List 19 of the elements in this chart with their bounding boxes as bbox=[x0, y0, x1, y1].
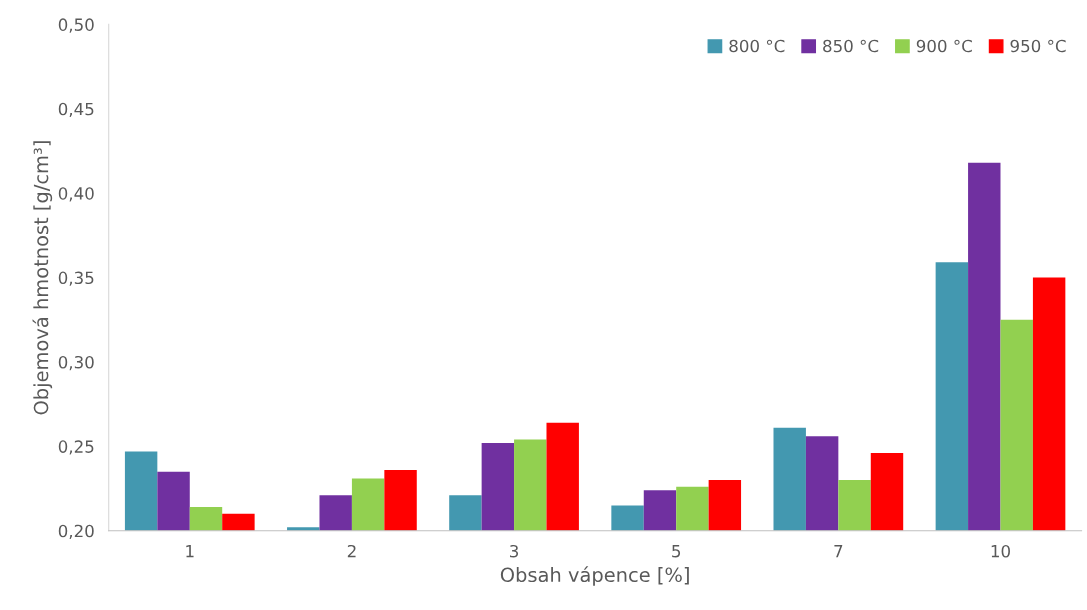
x-tick-label: 7 bbox=[834, 545, 843, 558]
x-axis-title: Obsah vápence [%] bbox=[500, 566, 689, 586]
legend-label: 950 °C bbox=[1010, 39, 1066, 53]
legend-label: 900 °C bbox=[916, 39, 972, 53]
y-axis-title: Objemová hmotnost [g/cm³] bbox=[32, 141, 53, 415]
legend-label: 850 °C bbox=[823, 39, 879, 53]
y-tick-label: 0,35 bbox=[58, 271, 94, 286]
x-tick-label: 5 bbox=[672, 545, 681, 558]
y-tick-label: 0,50 bbox=[58, 18, 94, 33]
y-tick-label: 0,20 bbox=[58, 524, 94, 539]
y-tick-label: 0,40 bbox=[58, 187, 94, 202]
x-tick-label: 10 bbox=[991, 544, 1010, 558]
x-tick-label: 2 bbox=[347, 544, 356, 558]
y-tick-label: 0,45 bbox=[58, 102, 94, 118]
y-tick-label: 0,25 bbox=[58, 440, 94, 455]
x-tick-label: 3 bbox=[510, 544, 519, 558]
y-tick-label: 0,30 bbox=[58, 355, 94, 371]
x-tick-label: 1 bbox=[186, 545, 194, 558]
legend-label: 800 °C bbox=[729, 39, 785, 53]
